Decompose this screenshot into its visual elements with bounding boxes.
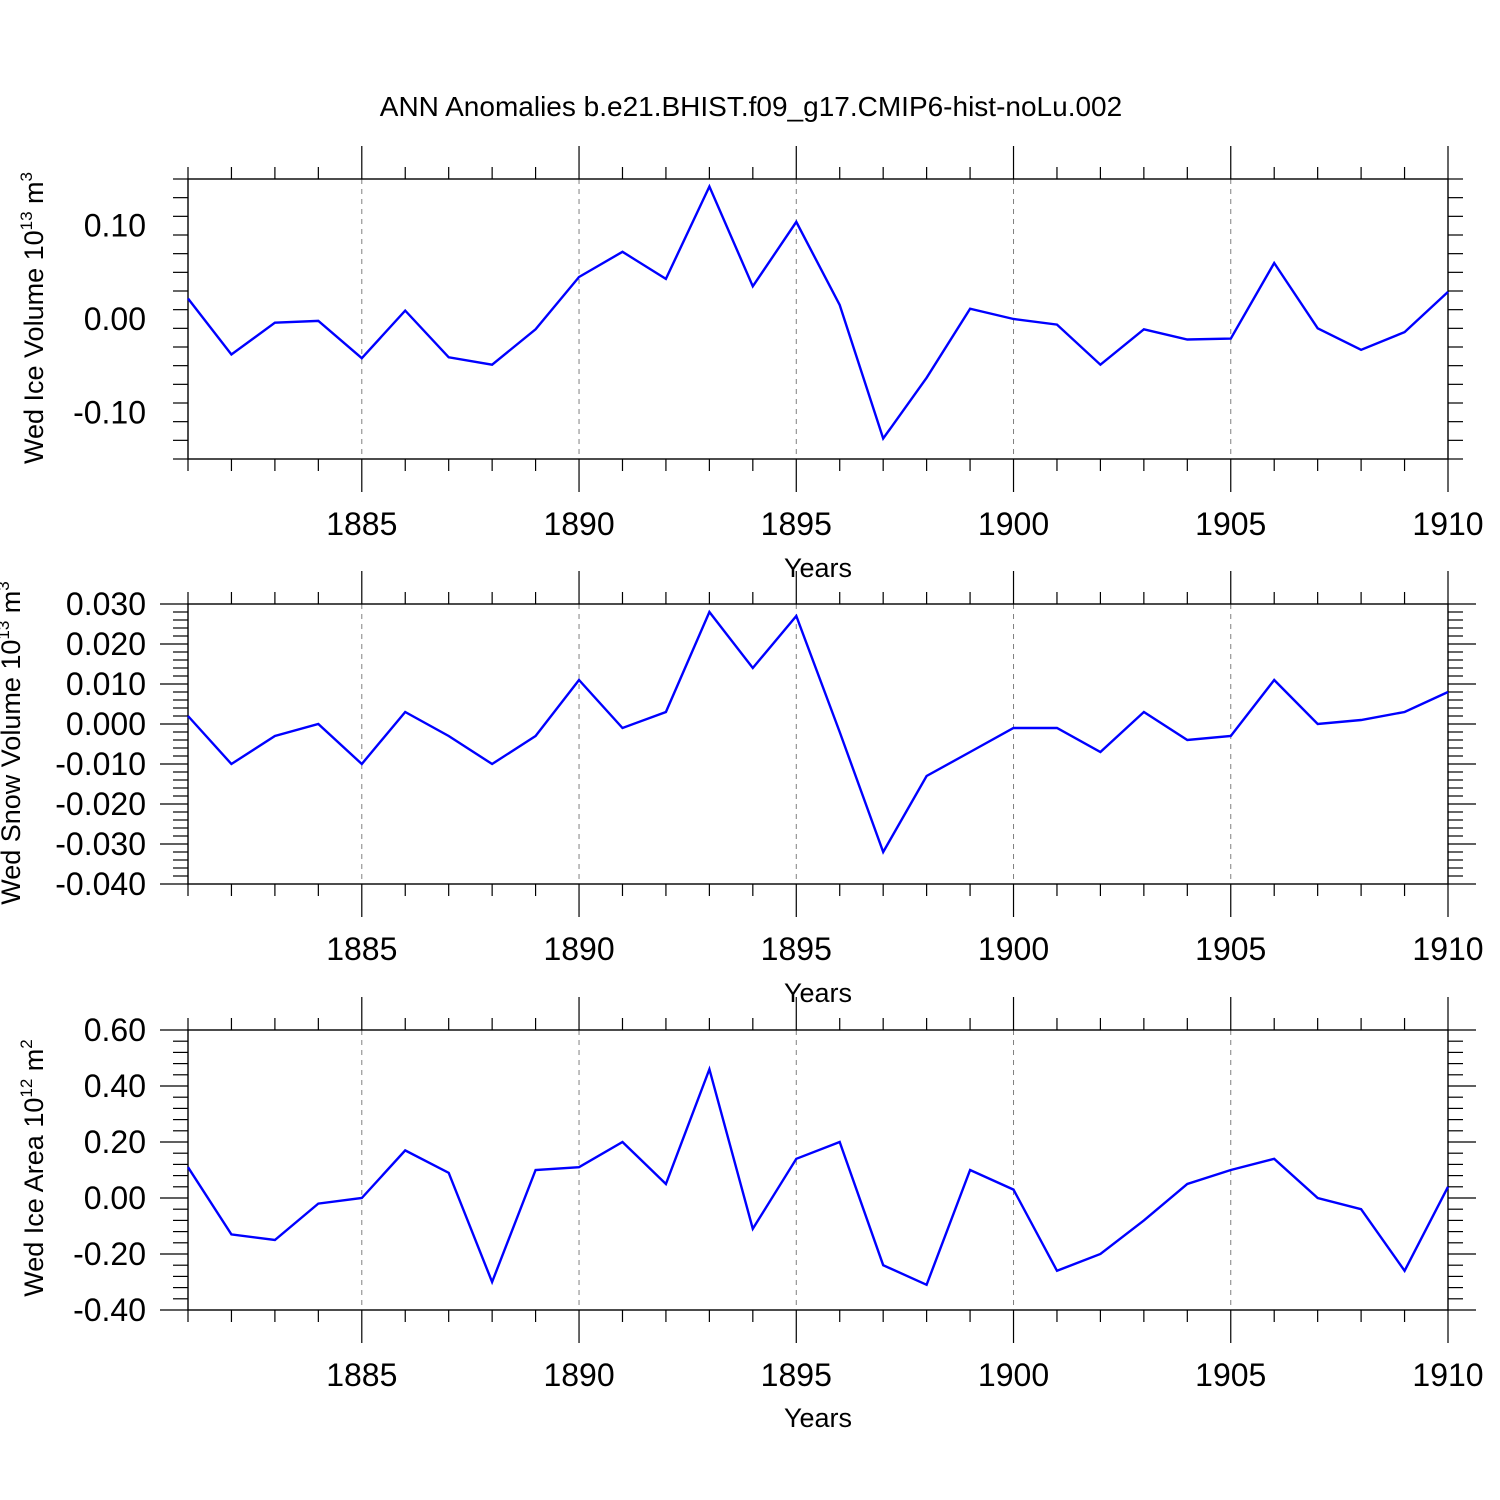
- snow-volume-x-tick-label: 1910: [1412, 931, 1483, 967]
- snow-volume-y-tick-label: 0.020: [66, 626, 146, 662]
- ice-area-x-label: Years: [784, 1403, 852, 1433]
- snow-volume-y-tick-label: -0.030: [55, 826, 146, 862]
- ice-area-y-tick-label: 0.00: [84, 1180, 146, 1216]
- ice-volume-y-label-spacer: [19, 204, 49, 212]
- ice-volume-x-tick-label: 1905: [1195, 506, 1266, 542]
- ice-area-y-tick-label: 0.60: [84, 1012, 146, 1048]
- ice-volume-y-tick-label: 0.10: [84, 208, 146, 244]
- ice-area-y-label-text: Wed Ice Area 10: [19, 1098, 49, 1297]
- snow-volume-y-tick-label: 0.030: [66, 586, 146, 622]
- ice-area-x-tick-label: 1890: [543, 1357, 614, 1393]
- ice-volume-x-label: Years: [784, 553, 852, 583]
- ice-area-y-label: Wed Ice Area 1012 m2: [17, 1039, 49, 1297]
- ice-area-panel: Wed Ice Area 1012 m2 Years -0.40 -0.20 0.0…: [17, 997, 1484, 1433]
- ice-volume-y-label-unit-exponent: 3: [17, 172, 36, 181]
- ice-volume-y-label-unit: m: [19, 181, 49, 204]
- snow-volume-x-tick-label: 1895: [761, 931, 832, 967]
- snow-volume-panel: Wed Snow Volume 1013 m3 Years -0.040 -0.0…: [0, 571, 1484, 1008]
- ice-volume-x-tick-label: 1885: [326, 506, 397, 542]
- ice-volume-y-tick-label: 0.00: [84, 301, 146, 337]
- ice-area-plot-frame: [187, 1029, 1449, 1311]
- snow-volume-x-label: Years: [784, 978, 852, 1008]
- ice-volume-y-tick-label: -0.10: [73, 394, 146, 430]
- snow-volume-y-label: Wed Snow Volume 1013 m3: [0, 581, 26, 905]
- ice-area-y-label-exponent: 12: [17, 1079, 36, 1098]
- snow-volume-y-label-unit: m: [0, 591, 26, 614]
- ice-volume-y-label-text: Wed Ice Volume 10: [19, 230, 49, 464]
- snow-volume-x-tick-label: 1890: [543, 931, 614, 967]
- figure-title: ANN Anomalies b.e21.BHIST.f09_g17.CMIP6-…: [380, 91, 1122, 122]
- snow-volume-y-tick-label: -0.010: [55, 746, 146, 782]
- ice-volume-plot-frame: [187, 178, 1449, 460]
- ice-area-y-label-unit-exponent: 2: [17, 1039, 36, 1048]
- snow-volume-y-label-text: Wed Snow Volume 10: [0, 640, 26, 905]
- ice-volume-y-label: Wed Ice Volume 1013 m3: [17, 172, 49, 464]
- ice-area-x-tick-label: 1895: [761, 1357, 832, 1393]
- snow-volume-x-tick-label: 1900: [978, 931, 1049, 967]
- ice-area-series-line: [186, 1065, 1450, 1287]
- ice-area-y-label-unit: m: [19, 1049, 49, 1072]
- snow-volume-y-label-spacer: [0, 613, 26, 621]
- snow-volume-series-line: [187, 609, 1449, 855]
- snow-volume-y-tick-label: -0.020: [55, 786, 146, 822]
- ice-area-x-tick-label: 1885: [326, 1357, 397, 1393]
- ice-volume-x-tick-label: 1900: [978, 506, 1049, 542]
- snow-volume-plot-frame: [187, 603, 1449, 885]
- ice-area-y-tick-label: 0.40: [84, 1068, 146, 1104]
- ice-volume-x-tick-label: 1895: [761, 506, 832, 542]
- snow-volume-y-tick-label: 0.000: [66, 706, 146, 742]
- snow-volume-x-tick-label: 1885: [326, 931, 397, 967]
- ice-volume-x-tick-label: 1910: [1412, 506, 1483, 542]
- snow-volume-y-label-exponent: 13: [0, 621, 13, 640]
- snow-volume-y-tick-label: 0.010: [66, 666, 146, 702]
- ice-volume-x-tick-label: 1890: [543, 506, 614, 542]
- ice-volume-series-line: [187, 183, 1449, 442]
- ice-area-y-tick-label: 0.20: [84, 1124, 146, 1160]
- snow-volume-x-tick-label: 1905: [1195, 931, 1266, 967]
- ice-volume-y-label-exponent: 13: [17, 211, 36, 230]
- ice-area-x-tick-label: 1910: [1412, 1357, 1483, 1393]
- ice-area-y-tick-label: -0.40: [73, 1292, 146, 1328]
- ice-area-x-tick-label: 1900: [978, 1357, 1049, 1393]
- ice-area-y-tick-label: -0.20: [73, 1236, 146, 1272]
- snow-volume-y-label-unit-exponent: 3: [0, 581, 13, 590]
- snow-volume-y-tick-label: -0.040: [55, 866, 146, 902]
- ice-volume-panel: Wed Ice Volume 1013 m3 Years -0.10 0.00 0.…: [17, 146, 1484, 583]
- ice-area-y-label-spacer: [19, 1071, 49, 1079]
- ice-area-x-tick-label: 1905: [1195, 1357, 1266, 1393]
